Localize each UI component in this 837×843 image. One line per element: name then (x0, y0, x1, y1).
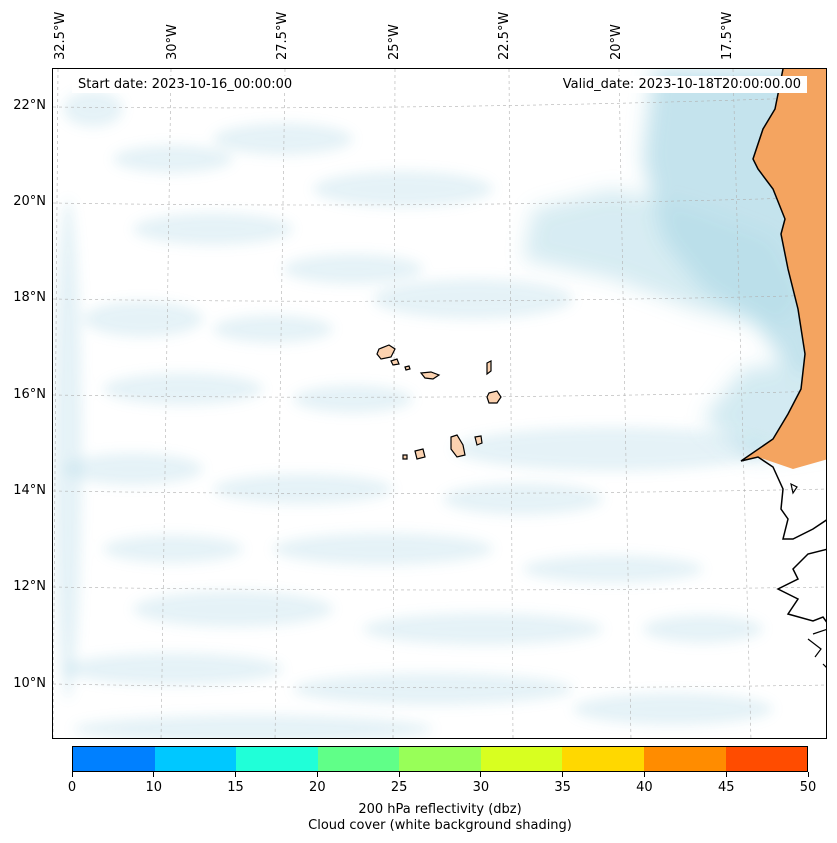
colorbar-segment-7 (643, 747, 726, 771)
colorbar-segment-8 (725, 747, 808, 771)
island-santo-antao (376, 344, 396, 360)
valid-date-label: Valid_date: 2023-10-18T20:00:00.00 (556, 76, 807, 93)
map-canvas (53, 69, 826, 738)
colorbar-tick-label: 40 (636, 780, 653, 795)
lon-label-25w: 25°W (387, 24, 402, 60)
island-sao-vicente (390, 358, 400, 366)
colorbar-tick (235, 772, 237, 777)
lon-label-27-5w: 27.5°W (275, 11, 290, 60)
lon-label-30w: 30°W (165, 24, 180, 60)
island-santa-luzia (404, 365, 411, 371)
colorbar-tick (71, 772, 73, 777)
africa-coast (740, 69, 826, 668)
colorbar-tick-label: 45 (717, 780, 735, 795)
cape-verde-islands (376, 344, 502, 460)
cloud-cover-patches (54, 91, 773, 738)
colorbar-tick (480, 772, 482, 777)
cloud-cover-layer (54, 69, 826, 738)
colorbar-segment-5 (480, 747, 563, 771)
lat-label-16n: 16°N (13, 387, 46, 402)
island-boa-vista (486, 390, 502, 404)
colorbar-tick-label: 15 (227, 780, 244, 795)
lat-label-22n: 22°N (13, 98, 46, 113)
lat-label-10n: 10°N (13, 676, 46, 691)
island-sao-nicolau (419, 371, 441, 380)
colorbar (72, 746, 808, 772)
colorbar-tick-label: 20 (309, 780, 326, 795)
colorbar-tick (643, 772, 645, 777)
island-fogo (414, 448, 426, 460)
colorbar-tick-label: 10 (145, 780, 163, 795)
colorbar-segment-6 (562, 747, 644, 771)
island-santiago (450, 434, 466, 458)
colorbar-tick-label: 0 (67, 780, 77, 795)
colorbar-label-reflectivity: 200 hPa reflectivity (dbz) (358, 802, 522, 817)
colorbar-tick (562, 772, 564, 777)
colorbar-tick (316, 772, 318, 777)
lon-label-32-5w: 32.5°W (53, 11, 68, 60)
colorbar-tick-label: 35 (554, 780, 571, 795)
island-brava (402, 454, 408, 460)
colorbar-tick-label: 25 (390, 780, 408, 795)
start-date-label: Start date: 2023-10-16_00:00:00 (72, 76, 299, 93)
colorbar-tick-label: 50 (799, 780, 817, 795)
colorbar-label-cloud-cover: Cloud cover (white background shading) (308, 818, 572, 833)
colorbar-segment-2 (236, 747, 318, 771)
lat-label-18n: 18°N (13, 290, 46, 305)
lat-label-20n: 20°N (13, 194, 46, 209)
lat-label-14n: 14°N (13, 483, 46, 498)
lon-label-20w: 20°W (609, 24, 624, 60)
colorbar-segment-1 (154, 747, 237, 771)
colorbar-tick (398, 772, 400, 777)
colorbar-tick (725, 772, 727, 777)
island-maio (474, 435, 483, 446)
colorbar-tick (807, 772, 809, 777)
lon-label-17-5w: 17.5°W (720, 11, 735, 60)
colorbar-segment-3 (317, 747, 400, 771)
graticule (53, 69, 826, 738)
lon-label-22-5w: 22.5°W (497, 11, 512, 60)
colorbar-tick-label: 30 (472, 780, 490, 795)
colorbar-segment-0 (73, 747, 155, 771)
island-sal (486, 360, 492, 376)
colorbar-tick (153, 772, 155, 777)
colorbar-segment-4 (399, 747, 481, 771)
lat-label-12n: 12°N (13, 579, 46, 594)
map-panel[interactable] (52, 68, 827, 739)
